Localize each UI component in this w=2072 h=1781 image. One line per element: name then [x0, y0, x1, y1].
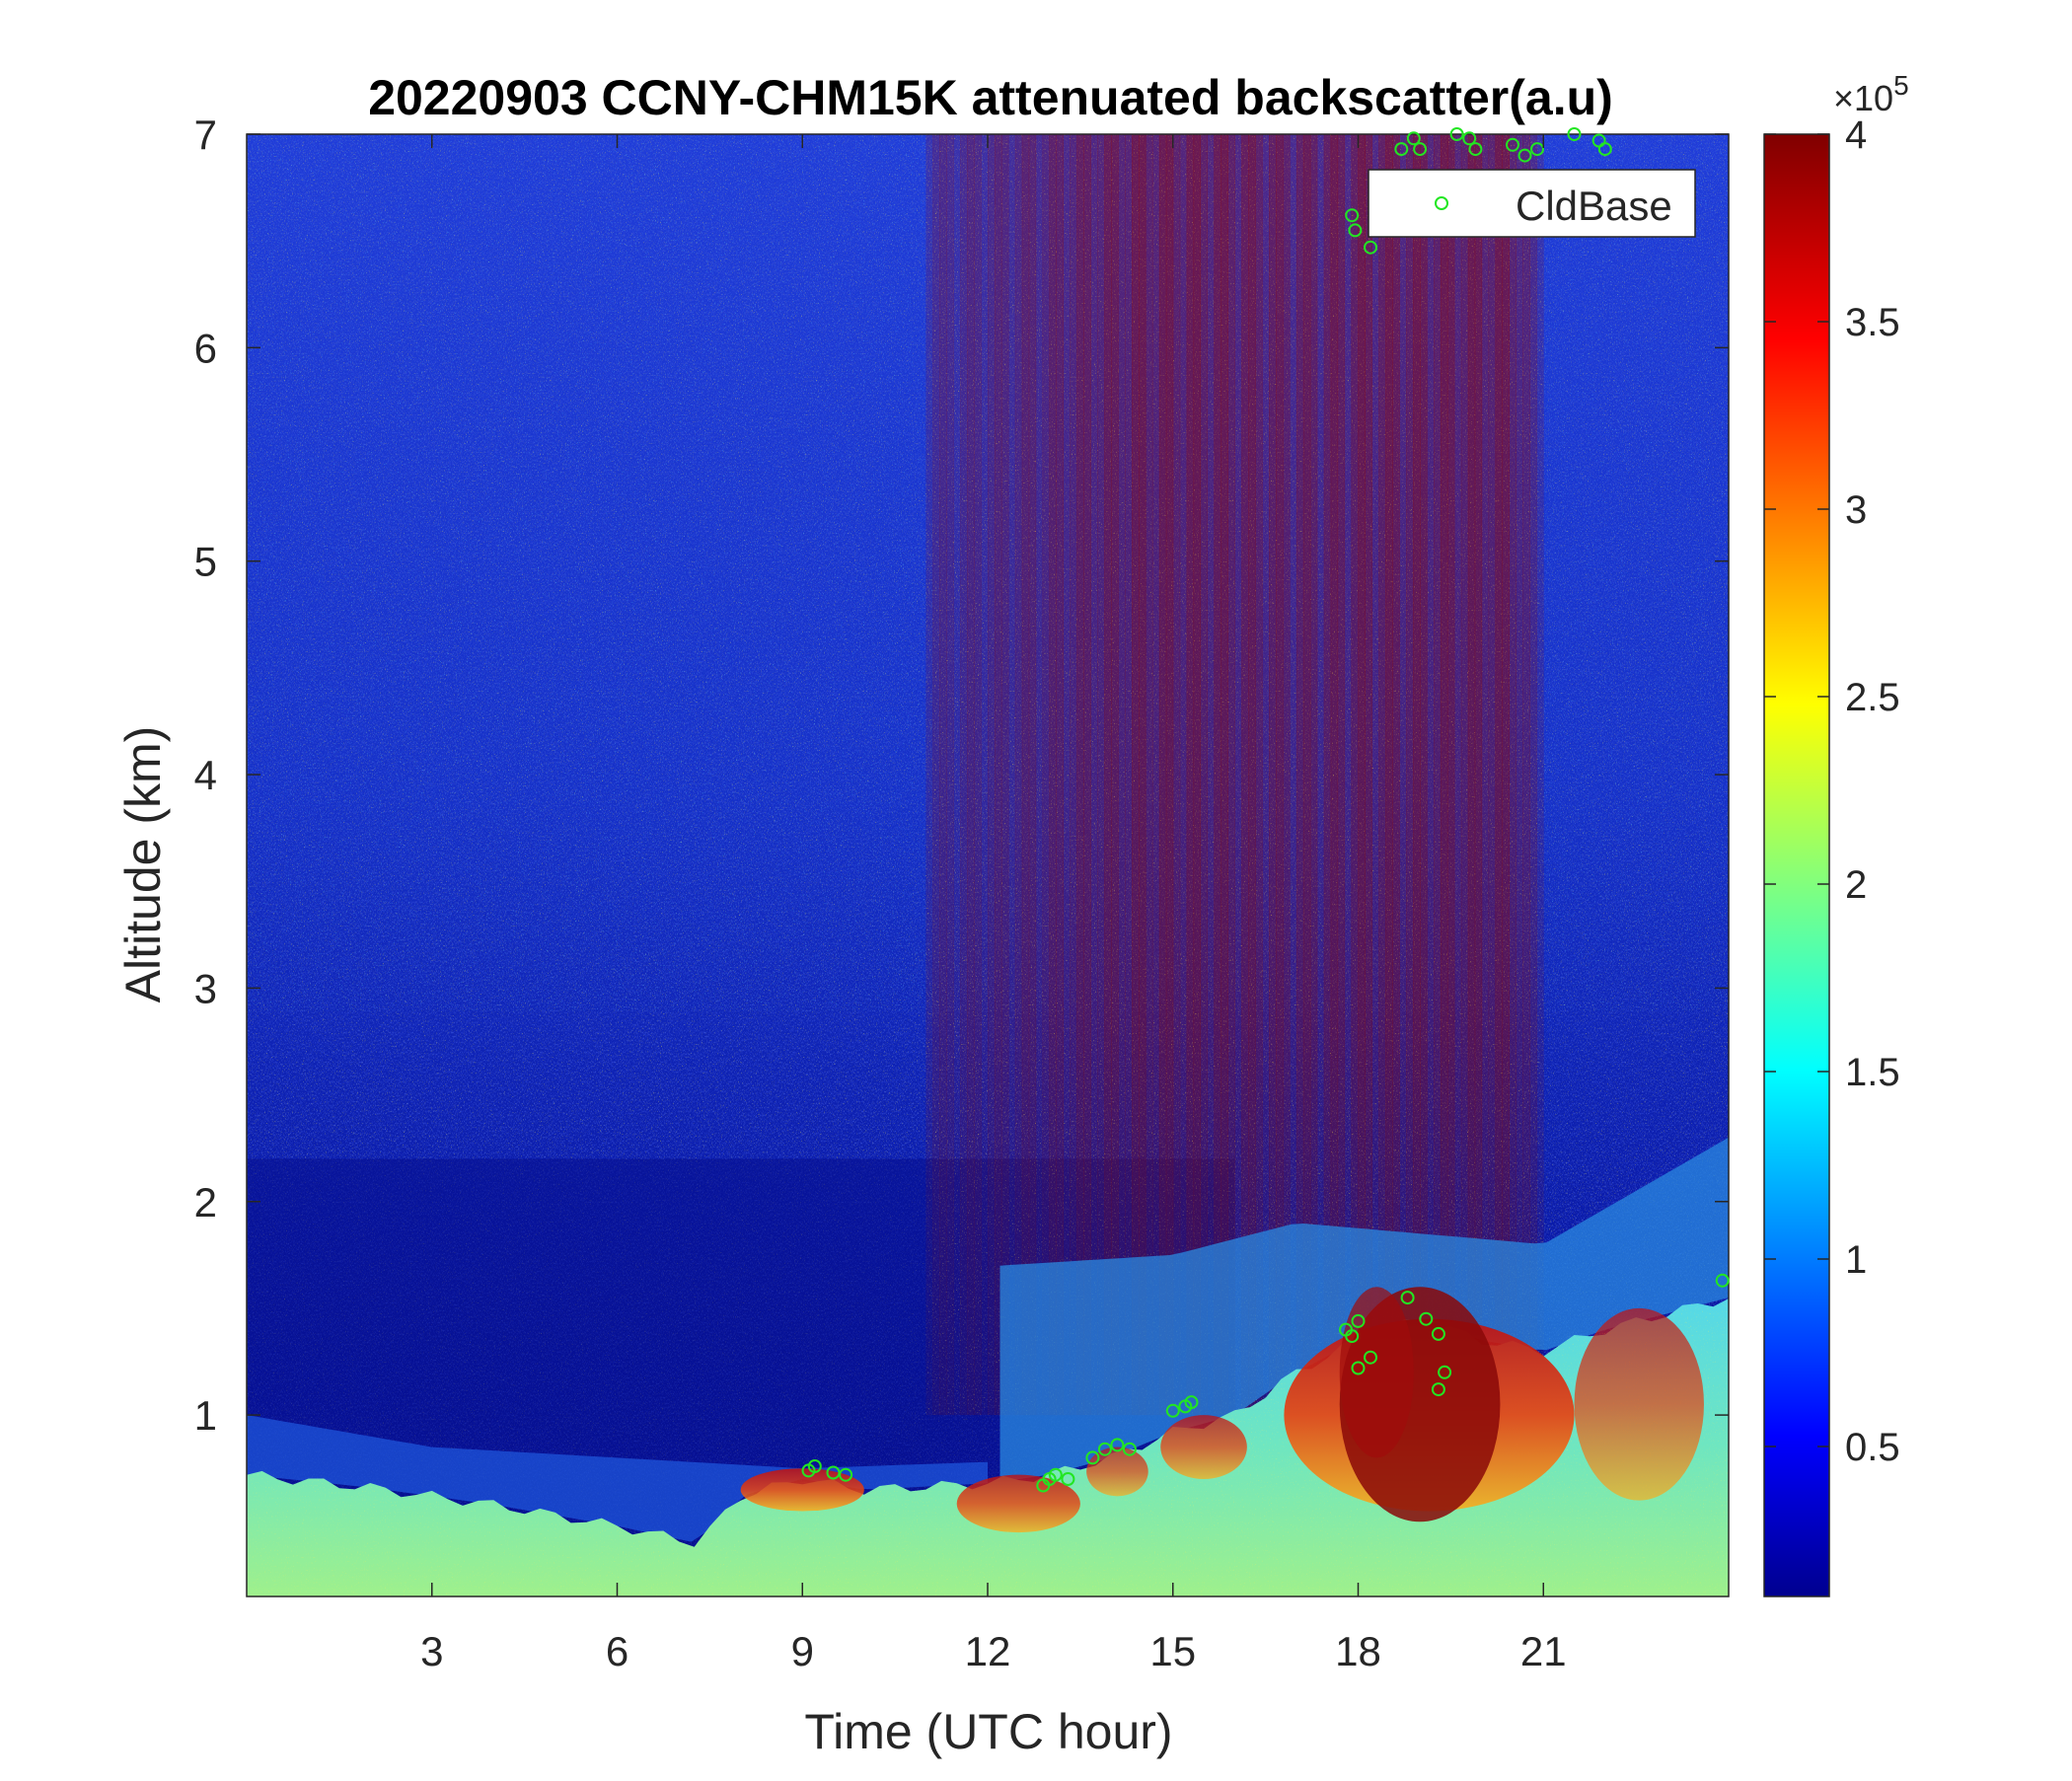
- colorbar-tick-label: 3: [1845, 488, 1867, 532]
- y-axis-label: Altitude (km): [115, 726, 171, 1003]
- cldbase-point: [1110, 1438, 1125, 1452]
- colorbar-gradient: [1763, 133, 1830, 1597]
- cldbase-point: [1530, 142, 1544, 157]
- y-axis: 1 2 3 4 5 6 7: [194, 111, 1729, 1439]
- cldbase-point: [839, 1467, 853, 1482]
- cldbase-point: [1048, 1467, 1063, 1482]
- cldbase-point: [1351, 1361, 1366, 1375]
- colorbar-tick-label: 1.5: [1845, 1051, 1900, 1094]
- cldbase-point: [1419, 1311, 1434, 1326]
- colorbar-tick-label: 2: [1845, 863, 1867, 907]
- cldbase-point: [1364, 1350, 1377, 1365]
- chart-title: 20220903 CCNY-CHM15K attenuated backscat…: [368, 70, 1613, 125]
- cldbase-point: [1394, 142, 1409, 157]
- colorbar-multiplier: ×105: [1833, 70, 1909, 118]
- colorbar: 0.5 1 1.5 2 2.5 3 3.5 4 ×105: [1763, 70, 1909, 1597]
- signal-noise: [925, 134, 1544, 1416]
- y-tick-label: 1: [194, 1392, 217, 1439]
- colorbar-ticks: 0.5 1 1.5 2 2.5 3 3.5 4: [1764, 113, 1900, 1469]
- x-axis-label: Time (UTC hour): [804, 1704, 1172, 1759]
- cldbase-point: [1597, 142, 1612, 157]
- cldbase-point: [1122, 1442, 1137, 1456]
- cldbase-point: [1449, 127, 1464, 141]
- aerosol-patch: [740, 1468, 864, 1512]
- x-tick-label: 6: [606, 1628, 629, 1674]
- cldbase-point: [1348, 223, 1363, 238]
- aerosol-core: [1339, 1287, 1414, 1458]
- legend-label-cldbase: CldBase: [1516, 183, 1672, 229]
- cldbase-point: [1184, 1395, 1199, 1410]
- aerosol-patch: [1160, 1415, 1247, 1480]
- colorbar-tick-label: 2.5: [1845, 676, 1900, 719]
- cldbase-point: [1400, 1291, 1415, 1305]
- residual-layer: [247, 1415, 988, 1542]
- cldbase-point: [1468, 142, 1483, 157]
- y-tick-label: 3: [194, 965, 217, 1011]
- aerosol-patch: [1574, 1307, 1704, 1501]
- cldbase-point: [1351, 1313, 1366, 1328]
- cldbase-point: [1506, 137, 1519, 152]
- cldbase-point: [1567, 127, 1582, 141]
- legend[interactable]: CldBase: [1368, 169, 1696, 238]
- cldbase-point: [1085, 1450, 1100, 1465]
- cldbase-point: [1364, 240, 1377, 255]
- cldbase-point: [1165, 1403, 1180, 1418]
- x-tick-label: 18: [1335, 1628, 1381, 1674]
- cldbase-point: [1413, 142, 1428, 157]
- x-tick-label: 3: [420, 1628, 443, 1674]
- cldbase-point: [1438, 1365, 1452, 1379]
- x-axis: 3 6 9 12 15 18 21: [420, 134, 1567, 1674]
- cldbase-point: [807, 1459, 822, 1473]
- colorbar-tick-label: 1: [1845, 1238, 1867, 1282]
- cldbase-point: [1517, 148, 1532, 163]
- legend-box: [1368, 169, 1696, 238]
- cldbase-point: [1462, 131, 1477, 146]
- colorbar-tick-label: 3.5: [1845, 301, 1900, 344]
- aerosol-patch: [1086, 1447, 1148, 1497]
- y-tick-label: 4: [194, 752, 217, 798]
- x-tick-label: 12: [965, 1628, 1011, 1674]
- cldbase-point: [1406, 131, 1421, 146]
- y-tick-label: 5: [194, 539, 217, 585]
- cldbase-point: [1715, 1273, 1730, 1288]
- cldbase-point: [1345, 208, 1360, 223]
- y-tick-label: 2: [194, 1179, 217, 1225]
- cldbase-point: [1061, 1472, 1075, 1486]
- y-tick-label: 7: [194, 111, 217, 158]
- backscatter-heatmap: [247, 134, 1729, 1596]
- legend-marker-cldbase: [1435, 196, 1448, 210]
- cldbase-point: [1097, 1442, 1112, 1456]
- x-tick-label: 15: [1149, 1628, 1196, 1674]
- x-tick-label: 9: [791, 1628, 814, 1674]
- cldbase-point: [1345, 1329, 1360, 1344]
- colorbar-tick-label: 4: [1845, 113, 1867, 157]
- aerosol-patch: [956, 1474, 1080, 1533]
- cldbase-point: [1431, 1382, 1445, 1397]
- x-tick-label: 21: [1520, 1628, 1567, 1674]
- colorbar-tick-label: 0.5: [1845, 1426, 1900, 1469]
- cldbase-markers: [801, 127, 1730, 1493]
- y-tick-label: 6: [194, 325, 217, 371]
- cldbase-point: [1431, 1326, 1445, 1341]
